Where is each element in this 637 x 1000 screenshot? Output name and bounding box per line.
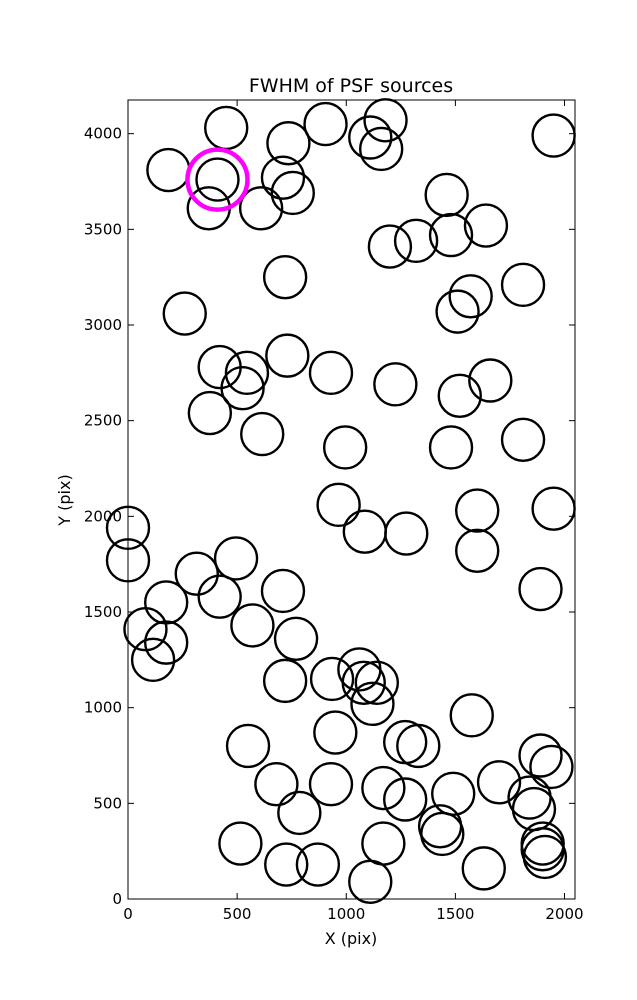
- plot-frame: [127, 99, 576, 900]
- psf-source-marker: [461, 846, 506, 891]
- psf-source-marker: [273, 616, 319, 661]
- psf-source-marker: [303, 101, 348, 147]
- y-tick-label: 2000: [84, 507, 122, 525]
- psf-source-marker: [341, 660, 386, 705]
- psf-source-marker: [266, 121, 311, 166]
- psf-source-marker: [224, 350, 270, 396]
- psf-source-marker: [500, 262, 546, 308]
- psf-source-marker: [531, 113, 576, 158]
- x-tick-label: 500: [223, 905, 252, 923]
- psf-source-marker: [522, 834, 568, 880]
- psf-source-marker: [162, 291, 207, 336]
- x-axis-label: X (pix): [325, 929, 378, 948]
- psf-source-marker: [449, 693, 494, 738]
- psf-source-marker: [396, 723, 441, 769]
- psf-source-marker: [309, 656, 355, 702]
- psf-source-marker: [373, 362, 418, 407]
- psf-source-marker: [476, 760, 522, 805]
- y-tick-label: 1000: [84, 699, 122, 717]
- marker-layer: [105, 98, 576, 904]
- psf-source-marker: [382, 777, 428, 822]
- psf-source-marker: [531, 486, 576, 531]
- x-tick-label: 2000: [545, 905, 583, 923]
- psf-source-marker: [455, 488, 500, 533]
- psf-source-marker: [348, 859, 393, 904]
- psf-source-marker: [518, 733, 563, 778]
- psf-source-marker: [342, 509, 388, 554]
- y-tick-label: 1500: [84, 603, 122, 621]
- psf-source-marker: [448, 274, 493, 319]
- psf-source-marker: [197, 574, 242, 619]
- psf-source-marker: [262, 254, 308, 300]
- psf-source-marker: [264, 842, 309, 887]
- psf-source-marker: [204, 105, 249, 151]
- psf-source-marker: [260, 155, 306, 200]
- psf-source-marker: [463, 203, 509, 248]
- psf-source-marker: [437, 373, 482, 418]
- psf-source-marker: [254, 762, 299, 807]
- psf-source-marker: [518, 566, 563, 612]
- psf-source-marker: [468, 358, 513, 403]
- psf-source-marker: [225, 723, 271, 769]
- psf-source-marker: [270, 170, 315, 216]
- x-tick-label: 1500: [436, 905, 474, 923]
- psf-source-marker: [393, 218, 439, 264]
- y-tick-label: 500: [93, 794, 122, 812]
- psf-source-marker: [260, 568, 306, 614]
- psf-source-marker: [308, 762, 354, 807]
- psf-source-marker: [384, 511, 429, 556]
- psf-source-marker: [529, 744, 574, 790]
- psf-source-marker: [428, 212, 474, 258]
- psf-source-marker: [197, 344, 242, 390]
- psf-source-marker: [382, 719, 428, 765]
- psf-source-marker: [220, 365, 265, 411]
- psf-source-marker: [455, 528, 500, 573]
- psf-source-marker: [143, 580, 189, 625]
- psf-source-marker: [295, 842, 341, 887]
- psf-source-marker: [146, 147, 191, 193]
- y-tick-label: 2500: [84, 412, 122, 430]
- psf-source-marker: [277, 790, 322, 836]
- psf-source-marker: [213, 536, 259, 581]
- psf-source-marker: [350, 681, 395, 727]
- psf-source-marker: [218, 821, 263, 866]
- psf-source-marker: [262, 658, 308, 704]
- psf-source-marker: [238, 186, 284, 231]
- y-tick-label: 3500: [84, 220, 122, 238]
- y-tick-label: 0: [112, 890, 122, 908]
- psf-source-marker: [435, 289, 480, 334]
- y-axis-label: Y (pix): [55, 474, 74, 526]
- psf-source-marker: [420, 811, 465, 857]
- psf-source-marker: [313, 710, 358, 755]
- psf-source-marker: [358, 126, 404, 172]
- psf-source-marker: [187, 390, 233, 436]
- psf-source-marker: [428, 425, 474, 470]
- psf-source-marker: [363, 98, 408, 143]
- chart-title: FWHM of PSF sources: [249, 75, 453, 97]
- y-tick-label: 4000: [84, 125, 122, 143]
- x-tick-label: 1000: [327, 905, 365, 923]
- psf-source-marker: [424, 172, 469, 218]
- tick-layer: 0 500 1000 1500 2000 0 500 1000 1500 2000 2500 3000…: [84, 100, 584, 923]
- x-tick-label: 0: [123, 905, 133, 923]
- psf-source-marker: [367, 224, 413, 269]
- psf-source-marker: [354, 660, 400, 705]
- psf-source-marker: [308, 350, 354, 396]
- y-tick-label: 3000: [84, 316, 122, 334]
- psf-source-marker: [322, 425, 368, 470]
- psf-source-marker: [174, 551, 219, 596]
- psf-source-marker: [130, 637, 176, 683]
- psf-source-marker: [195, 157, 240, 202]
- psf-source-marker: [500, 417, 546, 463]
- psf-source-marker: [143, 620, 189, 665]
- psf-source-marker: [361, 765, 406, 811]
- psf-source-marker: [240, 411, 285, 457]
- highlighted-source-marker: [185, 147, 250, 212]
- psf-source-marker: [361, 821, 406, 866]
- psf-source-marker: [348, 115, 393, 160]
- psf-source-marker: [230, 603, 275, 648]
- psf-source-marker: [316, 482, 361, 528]
- psf-source-marker: [265, 333, 310, 378]
